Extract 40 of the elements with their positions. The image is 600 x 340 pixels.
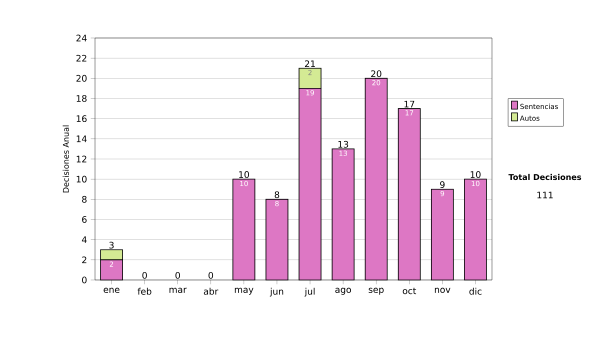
y-tick-label: 4	[82, 236, 87, 243]
total-label: 20	[371, 70, 382, 78]
x-tick-label: dic	[469, 288, 482, 295]
y-axis-title: Decisiones Anual	[62, 126, 69, 192]
x-tick-label: may	[234, 288, 254, 295]
total-label: 3	[109, 242, 114, 249]
y-tick-label: 16	[76, 115, 87, 122]
total-label: 10	[239, 171, 250, 178]
text: Total Decisiones	[508, 174, 582, 180]
y-tick-label: 20	[76, 74, 87, 82]
y-tick-label: 6	[82, 216, 87, 223]
x-tick-label: jun	[270, 288, 284, 296]
x-tick-label: jul	[304, 288, 315, 296]
y-tick-label: 2	[82, 256, 86, 264]
y-tick-label: 14	[76, 136, 87, 142]
total-label: 0	[142, 272, 147, 279]
y-tick-label: 10	[76, 176, 87, 183]
x-tick-label: nov	[434, 288, 450, 293]
y-tick-label: 12	[76, 156, 86, 162]
x-tick-label: mar	[170, 288, 187, 293]
x-tick-label: abr	[204, 288, 218, 295]
total-label: 0	[208, 272, 214, 279]
total-label: 9	[440, 181, 445, 188]
y-tick-label: 18	[76, 95, 87, 102]
total-label: 8	[274, 191, 280, 198]
x-tick-label: feb	[138, 288, 152, 295]
y-tick-label: 8	[82, 196, 87, 203]
x-tick-label: ago	[335, 288, 352, 295]
total-label: 10	[470, 171, 481, 178]
total-label: 21	[304, 60, 315, 68]
x-tick-label: sep	[368, 288, 384, 295]
y-tick-label: 0	[82, 276, 87, 284]
x-tick-label: ene	[104, 288, 120, 293]
x-tick-label: oct	[402, 288, 416, 294]
text: 111	[537, 192, 553, 198]
total-label: 0	[175, 272, 180, 279]
total-label: 13	[338, 140, 348, 148]
y-tick-label: 24	[76, 34, 87, 42]
y-tick-label: 22	[76, 54, 86, 62]
total-label: 17	[404, 100, 414, 108]
